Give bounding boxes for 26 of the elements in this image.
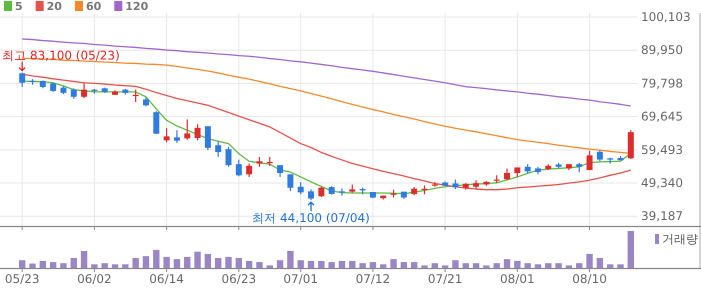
xtick: 08/01: [500, 272, 535, 286]
ytick: 39,187: [641, 209, 683, 224]
ytick: 79,798: [641, 76, 683, 90]
annotation: 최고 83,100 (05/23): [2, 48, 120, 63]
annotation: 최저 44,100 (07/04): [252, 201, 370, 226]
legend-label: 20: [46, 0, 62, 13]
ytick: 59,493: [641, 142, 683, 157]
legend-label: 60: [86, 0, 102, 13]
xtick: 07/21: [428, 272, 462, 286]
xtick: 06/02: [77, 272, 112, 286]
xtick: 06/14: [149, 272, 184, 286]
xtick: 08/10: [572, 272, 607, 286]
xtick: 07/12: [356, 272, 390, 286]
legend-label: 120: [125, 0, 149, 13]
annotation: 최고 83,100 (05/23): [2, 48, 120, 72]
legend-label: 5: [15, 0, 23, 13]
ytick: 69,645: [641, 110, 683, 124]
legend: 거래량: [655, 232, 698, 246]
ytick: 89,950: [641, 43, 683, 58]
legend-label: 거래량: [662, 232, 698, 246]
xtick: 06/23: [222, 272, 256, 286]
xtick: 07/01: [283, 272, 318, 286]
xtick: 05/23: [4, 272, 40, 286]
ytick: 100,103: [641, 10, 691, 24]
annotation: 최저 44,100 (07/04): [252, 211, 370, 226]
ytick: 49,340: [641, 176, 683, 190]
